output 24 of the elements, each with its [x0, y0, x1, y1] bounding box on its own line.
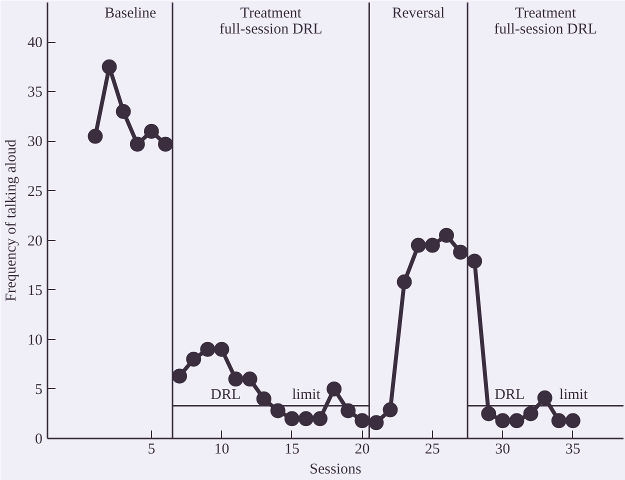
y-tick-label: 25: [28, 184, 42, 200]
x-tick-label: 20: [354, 442, 370, 458]
annotation: Reversal: [392, 6, 445, 22]
y-tick-label: 15: [28, 282, 42, 299]
annotation: Treatment full-session DRL: [219, 6, 322, 38]
x-axis-title: Sessions: [310, 462, 362, 478]
x-tick-label: 30: [495, 442, 510, 458]
x-tick-label: 35: [565, 442, 580, 458]
x-tick-label: 25: [424, 442, 440, 458]
x-tick-label: 5: [148, 442, 156, 458]
x-tick-label: 10: [214, 442, 230, 458]
y-tick-label: 5: [35, 382, 42, 398]
y-axis-title: Frequency of talking aloud: [4, 138, 20, 302]
text: DRL limit: [494, 386, 588, 403]
annotation: Baseline: [104, 6, 157, 22]
y-tick-label: 20: [28, 233, 42, 250]
y-tick-label: 40: [28, 35, 42, 52]
y-tick-label: 0: [35, 432, 42, 448]
text: DRL limit: [210, 386, 320, 403]
y-tick-label: 10: [28, 332, 42, 348]
x-tick-label: 15: [284, 442, 300, 458]
y-tick-label: 30: [28, 134, 42, 150]
y-tick-label: 35: [28, 84, 42, 101]
annotation: Treatment full-session DRL: [494, 6, 597, 38]
